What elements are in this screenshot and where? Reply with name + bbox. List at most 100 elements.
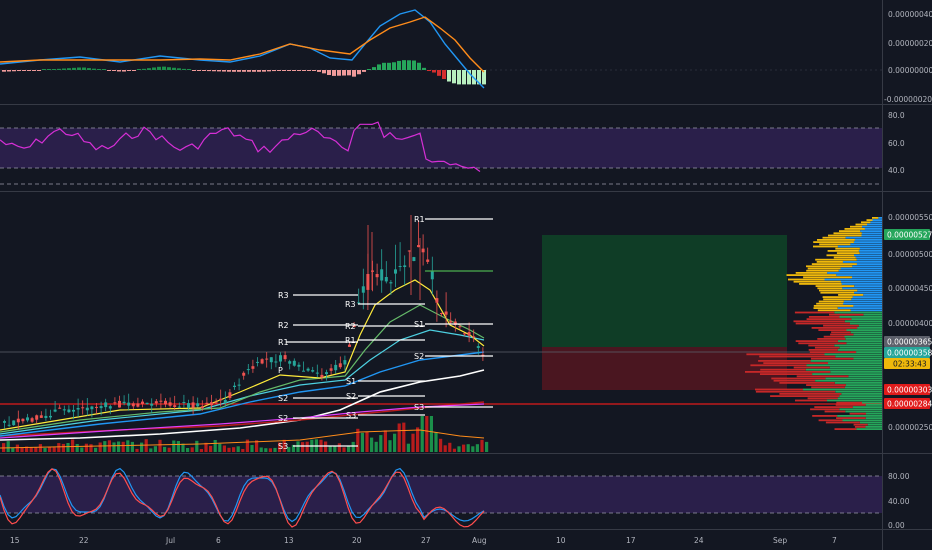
volume-profile-bar — [830, 371, 882, 373]
macd-bar — [182, 68, 186, 70]
volume-profile-bar — [818, 329, 847, 331]
volume-profile-bar — [750, 364, 807, 367]
volume-profile-bar — [878, 217, 882, 219]
volume-profile-bar — [763, 362, 828, 364]
macd-bar — [337, 70, 341, 76]
volume-bar — [439, 438, 443, 452]
volume-profile-bar — [746, 353, 825, 356]
macd-bar — [77, 67, 81, 70]
macd-bar — [97, 69, 101, 70]
volume-profile-bar — [870, 221, 882, 224]
volume-profile-bar — [835, 247, 860, 250]
candle-body — [154, 401, 158, 404]
macd-bar — [452, 70, 456, 84]
axis-tick: 40.0 — [888, 166, 905, 175]
volume-profile-bar — [855, 256, 882, 259]
macd-bar — [232, 70, 236, 72]
volume-profile-bar — [854, 291, 882, 294]
volume-bar — [448, 442, 452, 452]
macd-histogram — [2, 60, 486, 85]
stochastic-panel[interactable] — [0, 467, 882, 528]
volume-bar — [360, 432, 364, 452]
time-axis[interactable]: 15 22 Jul 6 13 20 27 Aug 10 17 24 Sep 7 — [10, 536, 837, 545]
volume-profile-bar — [814, 346, 840, 349]
candle-body — [292, 360, 296, 366]
macd-bar — [237, 70, 241, 72]
volume-profile-bar — [865, 412, 882, 415]
volume-profile-bar — [853, 357, 882, 360]
volume-profile-bar — [823, 335, 845, 338]
volume-profile-bar — [816, 261, 843, 263]
volume-profile-bar — [831, 331, 851, 334]
candle-body — [472, 336, 476, 338]
volume-bar — [342, 447, 346, 452]
macd-bar — [147, 68, 151, 70]
volume-profile-bar — [795, 322, 850, 325]
volume-bar — [71, 439, 75, 452]
candle-body — [343, 360, 347, 365]
axis-tick: 40.00 — [888, 497, 910, 506]
time-tick: 22 — [79, 536, 89, 545]
volume-profile-bar — [850, 331, 882, 334]
long-position-stop-zone[interactable] — [542, 347, 787, 390]
candle-body — [320, 374, 324, 378]
candle-body — [44, 415, 48, 418]
macd-bar — [217, 70, 221, 72]
volume-bar — [89, 444, 93, 452]
candle-body — [35, 415, 39, 420]
rsi-line — [0, 121, 481, 172]
price-panel[interactable]: R1 R3 R3 R2 R2 R1 R1 P S1 S2 S1 S2 S2 S3… — [0, 215, 882, 452]
candle-body — [53, 409, 57, 412]
volume-profile-bar — [810, 360, 882, 362]
macd-bar — [477, 70, 481, 85]
volume-profile-bar — [811, 263, 857, 265]
macd-bar — [372, 67, 376, 70]
volume-profile-bar — [860, 230, 882, 232]
volume-bar — [80, 447, 84, 452]
macd-bar — [387, 62, 391, 70]
axis-tick: 0.00000250 — [888, 423, 932, 432]
macd-bar — [82, 67, 86, 70]
volume-bar — [144, 439, 148, 452]
axis-tick: 80.0 — [888, 111, 905, 120]
volume-profile-bar — [808, 349, 838, 351]
volume-bar — [333, 445, 337, 452]
macd-bar — [32, 70, 36, 71]
macd-bar — [127, 70, 131, 71]
volume-profile-bar — [845, 338, 882, 340]
volume-bar — [471, 446, 475, 452]
rsi-panel[interactable] — [0, 121, 882, 185]
volume-profile-bar — [866, 219, 873, 221]
time-tick: 17 — [626, 536, 636, 545]
price-badge — [884, 384, 930, 395]
macd-bar — [277, 70, 281, 71]
pivot-label: P — [278, 366, 283, 375]
volume-profile-bar — [826, 254, 854, 257]
volume-bar — [126, 440, 130, 452]
volume-profile-bar — [755, 388, 803, 391]
candle-body — [380, 269, 384, 281]
price-axis[interactable]: 0.00000040 0.00000020 0.00000000 -0.0000… — [884, 10, 932, 530]
pivot-label: R1 — [345, 336, 356, 345]
candle-body — [421, 248, 425, 253]
volume-profile-bar — [795, 340, 838, 342]
macd-bar — [447, 70, 451, 82]
long-position-target-zone[interactable] — [542, 235, 787, 347]
volume-profile-bar — [795, 399, 827, 402]
macd-bar — [62, 68, 66, 70]
volume-profile-bar — [859, 247, 882, 250]
macd-bar — [392, 62, 396, 70]
macd-bar — [2, 70, 6, 72]
volume-bar — [365, 431, 369, 452]
volume-bar — [287, 447, 291, 452]
macd-panel[interactable] — [0, 9, 882, 89]
volume-bar — [135, 448, 139, 452]
price-badge — [884, 336, 930, 347]
volume-profile-bar — [815, 379, 882, 382]
volume-profile-bar — [851, 318, 882, 320]
time-tick: 20 — [352, 536, 362, 545]
macd-bar — [17, 70, 21, 72]
axis-tick: 0.00000550 — [888, 213, 932, 222]
time-tick: Aug — [472, 536, 487, 545]
